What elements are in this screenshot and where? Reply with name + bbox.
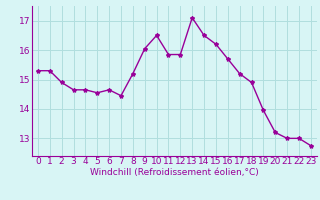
X-axis label: Windchill (Refroidissement éolien,°C): Windchill (Refroidissement éolien,°C) bbox=[90, 168, 259, 177]
